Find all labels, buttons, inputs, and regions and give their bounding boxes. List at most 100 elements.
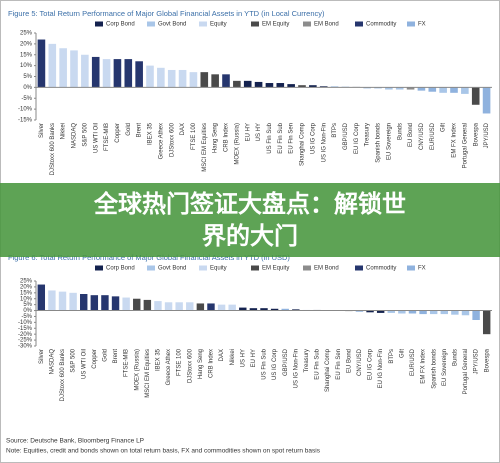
x-tick-label: US IG Non-Fin <box>293 349 299 388</box>
x-tick-label: FTSE-MIB <box>124 349 130 377</box>
x-tick-label: DJStoxx 600 Banks <box>60 349 66 401</box>
x-tick-label: US WTI Oil <box>93 123 99 153</box>
x-tick-label: Gilt <box>441 123 447 132</box>
x-tick-label: Bovespa <box>473 122 479 146</box>
bar <box>175 302 183 311</box>
x-tick-label: EM FX Index <box>452 123 458 158</box>
bar <box>178 69 187 88</box>
x-tick-label: MSCI EM Equities <box>145 349 151 398</box>
legend-swatch <box>251 265 259 271</box>
banner: 全球热门签证大盘点：解锁世界的大门 <box>0 183 500 257</box>
bar <box>395 87 404 90</box>
bar <box>451 310 459 315</box>
legend-label: Corp Bond <box>106 22 135 28</box>
x-tick-label: CNY/USD <box>419 122 425 150</box>
legend-swatch <box>95 21 103 27</box>
x-tick-label: Brent <box>137 123 143 138</box>
bar <box>91 56 100 88</box>
y-tick-label: -10% <box>18 320 33 326</box>
y-tick-label: 5% <box>23 302 32 308</box>
x-tick-label: S&P 500 <box>71 348 77 372</box>
bar <box>189 72 198 88</box>
x-tick-label: EUR/USD <box>410 348 416 376</box>
x-tick-label: IBEX 35 <box>156 348 162 371</box>
x-tick-label: Bovespa <box>484 348 490 372</box>
bar <box>207 303 215 311</box>
legend-label: EM Equity <box>262 266 289 272</box>
bar <box>482 87 491 114</box>
x-tick-label: Treasury <box>365 123 371 146</box>
chart-title: Figure 6: Total Return Performance of Ma… <box>8 253 290 262</box>
legend-label: EM Equity <box>262 22 289 28</box>
x-tick-label: NASDAQ <box>72 123 78 149</box>
x-tick-label: EUR/USD <box>430 122 436 150</box>
x-tick-label: DJStoxx 600 <box>187 348 193 383</box>
x-tick-label: DAX <box>180 123 186 135</box>
chart-title: Figure 5: Total Return Performance of Ma… <box>8 9 325 18</box>
x-tick-label: EU Sovereign <box>442 349 448 386</box>
bar <box>58 291 67 311</box>
y-tick-label: 25% <box>20 279 33 285</box>
bar <box>374 87 382 89</box>
bar <box>450 87 458 93</box>
legend-label: Commodity <box>366 22 396 28</box>
banner-text: 全球热门签证大盘点：解锁世界的大门 <box>94 190 406 250</box>
x-tick-label: Copper <box>115 123 121 143</box>
y-tick-label: 25% <box>20 31 33 37</box>
bar <box>482 310 491 335</box>
bar <box>124 59 133 88</box>
x-tick-label: MOEX (Russia) <box>234 123 240 165</box>
legend-label: Govt Bond <box>158 22 186 28</box>
bar <box>398 310 406 314</box>
x-tick-label: Portugal General <box>463 349 469 394</box>
legend-swatch <box>199 21 207 27</box>
legend-swatch <box>199 265 207 271</box>
legend-label: FX <box>418 266 426 272</box>
y-tick-label: 5% <box>23 74 32 80</box>
bar <box>146 65 154 88</box>
x-tick-label: US IG Corp <box>272 348 278 380</box>
bar <box>276 83 285 88</box>
y-tick-label: -10% <box>18 107 33 113</box>
bar <box>287 84 295 88</box>
bar <box>222 74 230 88</box>
y-tick-label: -15% <box>18 118 33 124</box>
x-tick-label: CRB Index <box>209 349 215 378</box>
bar <box>281 308 289 311</box>
bar <box>440 310 448 315</box>
bar <box>80 294 88 311</box>
bar <box>355 310 364 312</box>
x-tick-label: Nikkei <box>230 349 236 365</box>
x-tick-label: Silver <box>39 123 45 138</box>
legend-label: Govt Bond <box>158 266 186 272</box>
y-tick-label: 0% <box>23 308 32 314</box>
y-tick-label: -20% <box>18 332 33 338</box>
x-tick-label: US IG Non-Fin <box>321 123 327 162</box>
bar <box>167 69 176 88</box>
bar <box>406 87 415 90</box>
x-tick-label: NASDAQ <box>49 349 55 375</box>
y-tick-label: 15% <box>20 52 33 58</box>
bar <box>471 87 480 105</box>
x-tick-label: EU IG Corp <box>368 348 374 380</box>
x-tick-label: US IG Corp <box>310 122 316 154</box>
x-tick-label: Hang Seng <box>198 349 204 379</box>
bar <box>233 80 241 88</box>
bar <box>154 301 162 311</box>
y-tick-label: 0% <box>23 85 32 91</box>
x-tick-label: FTSE 100 <box>177 348 183 376</box>
source: Source: Deutsche Bank, Bloomberg Finance… <box>6 438 144 445</box>
legend-swatch <box>355 21 363 27</box>
bar <box>217 304 226 311</box>
y-tick-label: 15% <box>20 290 33 296</box>
x-tick-label: US Fin Sub <box>267 122 273 153</box>
y-tick-label: 10% <box>20 296 33 302</box>
bar <box>292 309 300 311</box>
x-tick-label: EU Fin Sub <box>315 348 321 379</box>
bar <box>48 290 56 311</box>
bar <box>228 304 236 311</box>
legend-swatch <box>147 21 155 27</box>
x-tick-label: Gold <box>103 349 109 362</box>
bar <box>319 86 328 88</box>
y-tick-label: 10% <box>20 63 33 69</box>
